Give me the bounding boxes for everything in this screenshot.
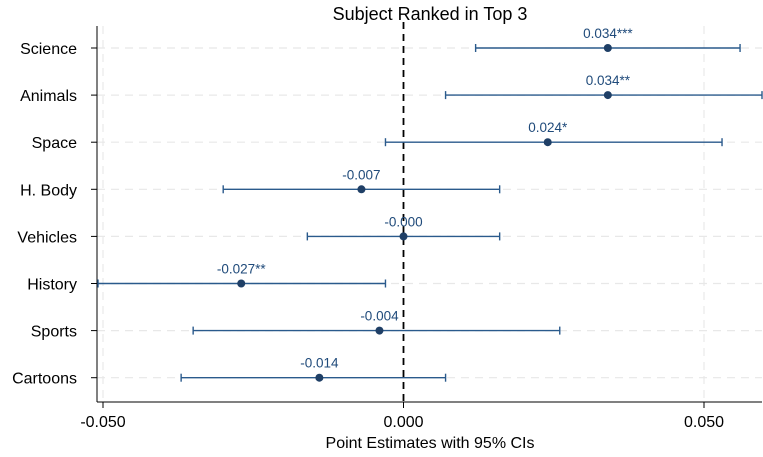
x-tick-label: 0.000 xyxy=(383,414,423,431)
gridlines xyxy=(97,26,762,402)
point-estimate xyxy=(237,279,246,288)
value-label: -0.007 xyxy=(342,167,380,182)
value-label: -0.014 xyxy=(300,356,339,371)
category-label: History xyxy=(27,277,77,294)
value-label: -0.027** xyxy=(217,262,267,277)
category-label: Vehicles xyxy=(17,229,77,246)
point-estimate xyxy=(543,138,552,147)
x-tick-label: -0.050 xyxy=(80,414,125,431)
category-label: Sports xyxy=(31,324,77,341)
value-label: 0.034** xyxy=(586,73,631,88)
point-estimate xyxy=(357,185,366,194)
value-label: 0.034*** xyxy=(583,26,633,41)
x-tick-label: 0.050 xyxy=(684,414,724,431)
value-label: -0.004 xyxy=(360,309,399,324)
x-axis-label: Point Estimates with 95% CIs xyxy=(326,435,535,452)
axes: -0.050 0.000 0.050 Science Animals Space H. Bo… xyxy=(12,22,762,431)
point-estimate xyxy=(603,91,612,100)
plot-marks: 0.034*** 0.034** 0.024* -0.007 -0.000 -0.027*… xyxy=(97,26,763,382)
point-estimate xyxy=(315,373,324,382)
category-label: Animals xyxy=(20,88,77,105)
category-label: H. Body xyxy=(20,182,77,199)
category-label: Science xyxy=(20,41,77,58)
category-label: Cartoons xyxy=(12,371,77,388)
chart-title: Subject Ranked in Top 3 xyxy=(333,4,528,24)
category-label: Space xyxy=(32,135,77,152)
value-label: 0.024* xyxy=(528,120,568,135)
value-label: -0.000 xyxy=(384,214,422,229)
point-estimate xyxy=(375,326,384,335)
point-estimate xyxy=(603,44,612,52)
point-estimate xyxy=(399,232,408,241)
